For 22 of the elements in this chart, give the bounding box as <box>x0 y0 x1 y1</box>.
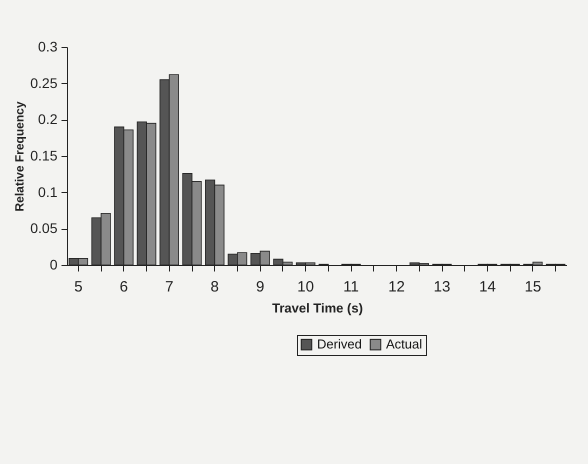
y-tick-label: 0.25 <box>30 74 58 91</box>
y-tick-label: 0.2 <box>38 111 58 128</box>
x-tick-label: 14 <box>479 278 496 296</box>
y-tick-label: 0.15 <box>30 148 58 164</box>
x-tick-label: 10 <box>297 278 314 296</box>
x-axis-title: Travel Time (s) <box>272 300 363 316</box>
y-axis-title: Relative Frequency <box>12 101 26 212</box>
y-tick-label: 0.1 <box>38 184 58 200</box>
x-tick-label: 9 <box>256 278 264 296</box>
legend-label: Derived <box>317 336 362 352</box>
x-tick-label: 11 <box>343 278 359 296</box>
y-tick-label: 0.3 <box>38 38 58 54</box>
y-tick-label: 0.05 <box>30 220 58 236</box>
x-tick-label: 7 <box>165 278 174 296</box>
x-tick-label: 5 <box>74 278 83 296</box>
legend-label: Actual <box>386 336 422 352</box>
x-tick-label: 15 <box>524 278 542 296</box>
x-tick-label: 12 <box>388 278 405 296</box>
x-tick-label: 8 <box>210 278 219 296</box>
y-tick-label: 0 <box>50 256 58 272</box>
x-tick-label: 6 <box>120 278 128 296</box>
x-tick-label: 13 <box>434 278 450 296</box>
